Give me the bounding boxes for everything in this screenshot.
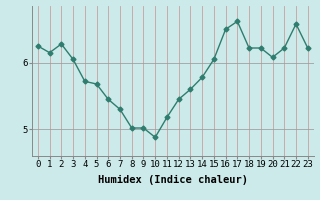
X-axis label: Humidex (Indice chaleur): Humidex (Indice chaleur)	[98, 175, 248, 185]
